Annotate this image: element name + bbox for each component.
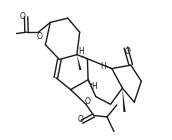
Text: O: O [84,97,90,106]
Text: H: H [100,62,106,71]
Text: O: O [20,12,26,21]
Polygon shape [122,88,126,112]
Text: H: H [92,82,97,91]
Text: H: H [78,47,84,56]
Text: O: O [124,47,130,56]
Text: O: O [77,115,83,123]
Text: O: O [36,32,42,41]
Polygon shape [77,55,82,70]
